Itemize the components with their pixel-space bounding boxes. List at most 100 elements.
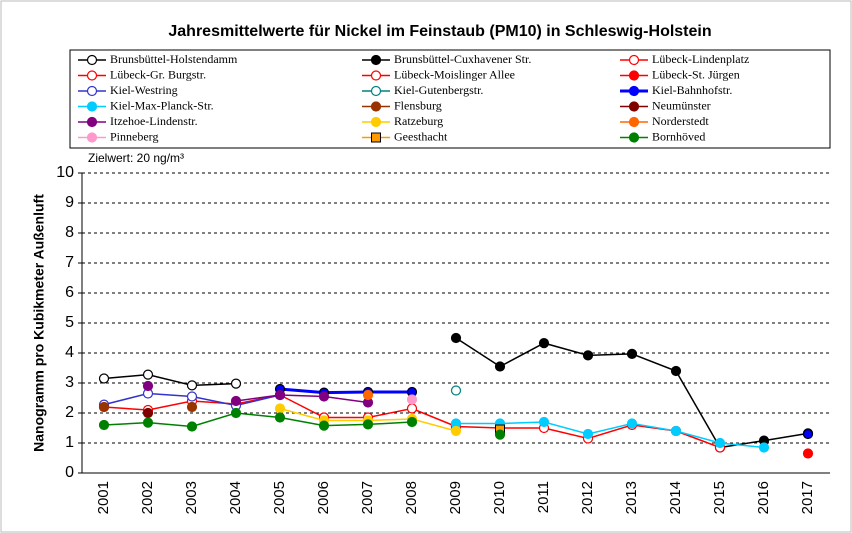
x-tick-label: 2004	[227, 481, 244, 514]
legend-label: Norderstedt	[652, 114, 709, 128]
marker	[98, 401, 110, 413]
legend-item: Flensburg	[362, 98, 442, 112]
legend-label: Flensburg	[394, 98, 442, 112]
marker	[370, 70, 382, 81]
x-tick-label: 2008	[403, 481, 420, 514]
marker	[670, 365, 682, 377]
marker	[186, 391, 198, 402]
marker	[802, 428, 814, 440]
legend-item: Lübeck-Moislinger Allee	[362, 67, 515, 81]
marker	[406, 403, 418, 414]
chart-title: Jahresmittelwerte für Nickel im Feinstau…	[168, 23, 711, 40]
marker	[450, 385, 462, 396]
marker	[230, 407, 242, 419]
marker	[538, 416, 550, 428]
marker	[494, 429, 506, 440]
marker	[494, 361, 506, 372]
marker	[628, 54, 640, 66]
marker	[370, 101, 382, 112]
x-tick-label: 2013	[623, 481, 640, 514]
legend-item: Lübeck-Gr. Burgstr.	[78, 67, 206, 81]
marker	[186, 401, 198, 413]
marker	[714, 437, 726, 449]
marker	[230, 378, 242, 389]
legend-item: Lübeck-Lindenplatz	[620, 52, 749, 66]
marker	[802, 448, 814, 459]
marker	[230, 395, 242, 407]
marker	[450, 332, 462, 344]
x-tick-label: 2014	[667, 481, 684, 514]
legend-item: Norderstedt	[620, 114, 709, 128]
legend-item: Kiel-Max-Planck-Str.	[78, 98, 214, 112]
marker	[142, 417, 154, 428]
marker	[370, 116, 382, 128]
marker	[626, 418, 638, 429]
legend-item: Kiel-Gutenbergstr.	[362, 83, 483, 97]
y-tick-label: 9	[65, 194, 74, 211]
y-tick-label: 3	[65, 374, 74, 391]
legend-label: Pinneberg	[110, 129, 158, 143]
marker	[582, 350, 594, 361]
legend-label: Kiel-Bahnhofstr.	[652, 83, 732, 97]
x-tick-label: 2005	[271, 481, 288, 514]
y-tick-label: 0	[65, 464, 74, 481]
x-tick-label: 2017	[799, 481, 816, 514]
marker	[318, 391, 330, 402]
marker	[142, 407, 154, 419]
marker	[450, 425, 462, 437]
marker	[98, 419, 110, 431]
legend-label: Neumünster	[652, 98, 711, 112]
legend-box	[69, 49, 831, 149]
series-line	[103, 394, 325, 419]
legend-label: Brunsbüttel-Holstendamm	[110, 52, 238, 66]
marker	[370, 85, 382, 97]
legend-label: Lübeck-Lindenplatz	[652, 52, 749, 66]
legend-item: Kiel-Bahnhofstr.	[620, 83, 732, 97]
y-tick-label: 4	[65, 344, 74, 361]
y-tick-label: 6	[65, 284, 74, 301]
x-tick-label: 2009	[447, 481, 464, 514]
marker	[670, 425, 682, 437]
legend-item: Neumünster	[620, 98, 711, 112]
marker	[142, 380, 154, 392]
y-tick-label: 5	[65, 314, 74, 331]
marker	[582, 428, 594, 440]
x-tick-label: 2003	[183, 481, 200, 514]
series-line	[279, 387, 412, 395]
marker	[274, 412, 286, 423]
marker	[186, 380, 198, 391]
y-tick-label: 8	[65, 224, 74, 241]
marker	[318, 420, 330, 431]
x-tick-label: 2006	[315, 481, 332, 514]
marker	[370, 54, 382, 66]
legend-label: Brunsbüttel-Cuxhavener Str.	[394, 52, 531, 66]
marker	[371, 132, 381, 143]
legend-label: Lübeck-Gr. Burgstr.	[110, 67, 206, 81]
marker	[626, 348, 638, 359]
legend-item: Itzehoe-Lindenstr.	[78, 114, 198, 128]
marker	[628, 132, 640, 143]
legend-label: Kiel-Westring	[110, 83, 178, 97]
legend-item: Brunsbüttel-Holstendamm	[78, 52, 238, 66]
x-tick-label: 2012	[579, 481, 596, 514]
marker	[628, 85, 640, 97]
marker	[274, 403, 286, 414]
marker	[274, 389, 286, 401]
marker	[406, 416, 418, 428]
marker	[86, 85, 98, 97]
legend-label: Kiel-Max-Planck-Str.	[110, 98, 214, 112]
marker	[758, 442, 770, 453]
legend-item: Geesthacht	[362, 129, 448, 143]
marker	[362, 419, 374, 430]
x-tick-label: 2010	[491, 481, 508, 514]
marker	[86, 54, 98, 66]
marker	[628, 116, 640, 128]
x-tick-label: 2002	[139, 481, 156, 514]
series-line	[103, 412, 413, 428]
x-tick-label: 2011	[535, 481, 552, 513]
annotation: Zielwert: 20 ng/m³	[88, 151, 184, 165]
series-line	[235, 394, 369, 404]
marker	[86, 132, 98, 143]
legend-label: Lübeck-Moislinger Allee	[394, 67, 515, 81]
